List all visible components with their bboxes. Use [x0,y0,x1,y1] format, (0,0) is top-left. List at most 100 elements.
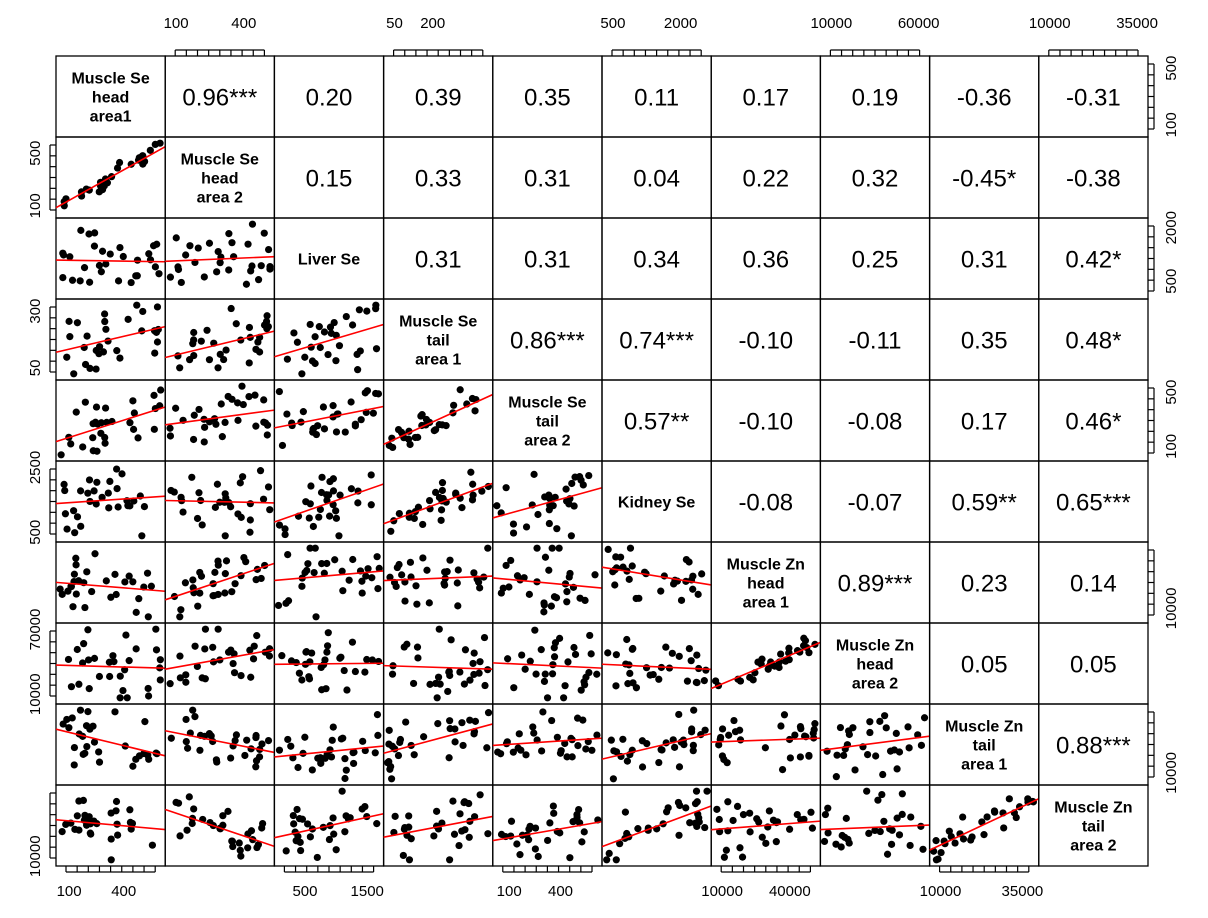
scatter-point [553,525,561,533]
scatter-point [308,766,316,774]
scatter-point [422,415,431,424]
scatter-point [79,750,87,758]
scatter-point [247,267,255,275]
scatter-point [252,345,260,353]
scatter-point [128,819,137,828]
scatter-point [796,753,804,761]
scatter-point [736,726,744,734]
scatter-point [195,489,203,497]
scatter-point [92,403,101,411]
scatter-point [102,325,110,333]
scatter-point [341,428,349,436]
scatter-point [730,716,738,725]
scatter-point [114,277,123,285]
scatter-point [239,473,247,481]
right-tick-label: 500 [1163,269,1180,294]
scatter-point [201,645,209,653]
scatter-point [232,731,241,739]
scatter-point [529,723,537,731]
scatter-point [58,828,66,836]
scatter-point [260,396,268,404]
scatter-point [231,580,239,588]
scatter-point [458,504,466,512]
variable-label: head [201,171,238,188]
scatter-point [191,713,199,721]
scatter-point [887,840,896,848]
scatter-point [563,598,571,606]
scatter-point [851,766,859,774]
scatter-point [200,273,208,281]
scatter-point [505,583,513,591]
scatter-point [86,829,94,837]
scatter-point [423,566,431,574]
correlation-value: 0.48* [1065,328,1121,355]
scatter-point [466,716,474,724]
scatter-point [445,667,453,676]
scatter-point [210,591,218,600]
cell-r3-c9: 0.48* [1038,298,1149,381]
regression-line [383,815,493,838]
scatter-point [478,487,486,495]
scatter-point [906,841,914,850]
cell-r7-c7: Muscle Zn head area 2 [819,622,931,705]
scatter-point [63,353,71,361]
scatter-point [807,808,815,816]
variable-label: Muscle Zn [945,719,1023,736]
cell-r7-c4 [492,622,603,705]
scatter-point [106,477,114,486]
scatter-point [720,853,728,861]
scatter-point [265,652,274,660]
correlation-value: 0.96*** [182,85,257,112]
scatter-point [476,658,484,666]
scatter-point [283,410,291,418]
scatter-point [230,669,239,677]
scatter-point [83,332,91,340]
scatter-point [78,659,87,667]
regression-line [383,393,494,446]
scatter-point [533,544,541,552]
scatter-point [124,502,132,510]
scatter-point [64,655,73,664]
scatter-point [319,403,328,411]
scatter-point [446,717,454,725]
variable-label: tail [1082,819,1105,836]
scatter-point [253,632,261,640]
scatter-point [758,833,766,841]
scatter-point [254,276,263,284]
scatter-point [509,748,517,756]
scatter-point [203,326,211,334]
scatter-point [302,648,310,656]
scatter-point [112,590,120,599]
scatter-point [329,814,337,822]
variable-label: area 1 [961,757,1007,774]
scatter-point [456,668,464,676]
scatter-point [95,672,104,681]
scatter-point [293,338,302,346]
scatter-point [245,393,253,401]
scatter-point [150,425,158,433]
scatter-point [75,577,83,585]
scatter-point [626,544,635,552]
scatter-point [476,584,484,592]
scatter-point [341,828,349,836]
scatter-point [260,229,268,237]
regression-line [55,818,166,831]
scatter-point [842,814,850,822]
scatter-point [70,507,78,515]
scatter-point [68,276,77,284]
scatter-point [690,706,698,714]
bottom-tick-label: 400 [548,883,573,900]
scatter-point [449,797,457,805]
scatter-point [134,434,142,442]
variable-label: area 2 [852,676,898,693]
scatter-point [675,652,683,660]
cell-r2-c7: 0.25 [819,217,931,300]
scatter-point [675,710,683,719]
top-tick-label: 100 [164,15,189,32]
scatter-point [214,625,222,633]
scatter-point [182,671,190,679]
scatter-point [228,588,236,596]
scatter-point [90,654,99,662]
scatter-point [232,320,240,328]
cell-r5-c0 [55,460,166,543]
